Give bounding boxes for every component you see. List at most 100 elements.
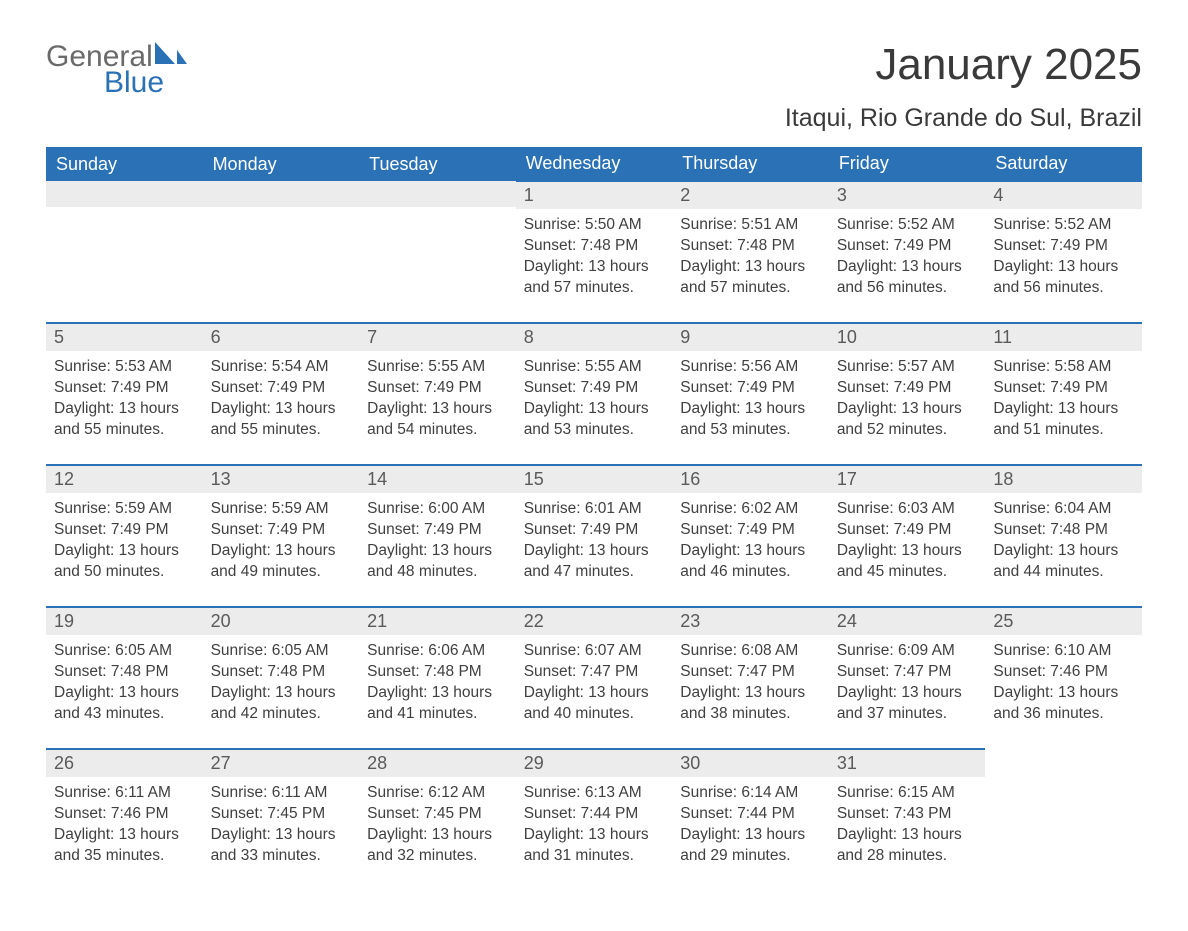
daylight-line: Daylight: 13 hours and 46 minutes. — [680, 541, 821, 583]
day-details: Sunrise: 6:15 AMSunset: 7:43 PMDaylight:… — [829, 777, 986, 871]
day-details: Sunrise: 5:54 AMSunset: 7:49 PMDaylight:… — [203, 351, 360, 445]
sunrise-line: Sunrise: 6:05 AM — [54, 641, 195, 662]
day-details: Sunrise: 5:51 AMSunset: 7:48 PMDaylight:… — [672, 209, 829, 303]
day-details: Sunrise: 6:11 AMSunset: 7:45 PMDaylight:… — [203, 777, 360, 871]
sunset-line: Sunset: 7:47 PM — [837, 662, 978, 683]
day-details: Sunrise: 5:58 AMSunset: 7:49 PMDaylight:… — [985, 351, 1142, 445]
sunrise-line: Sunrise: 5:50 AM — [524, 215, 665, 236]
day-number: 31 — [829, 750, 986, 777]
day-cell: 25Sunrise: 6:10 AMSunset: 7:46 PMDayligh… — [985, 607, 1142, 749]
sunset-line: Sunset: 7:43 PM — [837, 804, 978, 825]
sunrise-line: Sunrise: 5:54 AM — [211, 357, 352, 378]
weekday-header: Saturday — [985, 147, 1142, 181]
daylight-line: Daylight: 13 hours and 32 minutes. — [367, 825, 508, 867]
sunset-line: Sunset: 7:49 PM — [211, 378, 352, 399]
sunrise-line: Sunrise: 6:02 AM — [680, 499, 821, 520]
day-cell: 7Sunrise: 5:55 AMSunset: 7:49 PMDaylight… — [359, 323, 516, 465]
sunset-line: Sunset: 7:49 PM — [993, 236, 1134, 257]
day-cell: 10Sunrise: 5:57 AMSunset: 7:49 PMDayligh… — [829, 323, 986, 465]
daylight-line: Daylight: 13 hours and 36 minutes. — [993, 683, 1134, 725]
day-cell: 15Sunrise: 6:01 AMSunset: 7:49 PMDayligh… — [516, 465, 673, 607]
day-cell: 16Sunrise: 6:02 AMSunset: 7:49 PMDayligh… — [672, 465, 829, 607]
sunset-line: Sunset: 7:48 PM — [524, 236, 665, 257]
day-details: Sunrise: 6:05 AMSunset: 7:48 PMDaylight:… — [46, 635, 203, 729]
sunset-line: Sunset: 7:49 PM — [54, 520, 195, 541]
daylight-line: Daylight: 13 hours and 53 minutes. — [680, 399, 821, 441]
weekday-header-row: SundayMondayTuesdayWednesdayThursdayFrid… — [46, 147, 1142, 181]
logo-text-blue: Blue — [104, 68, 245, 98]
header-row: General Blue January 2025 Itaqui, Rio Gr… — [46, 40, 1142, 133]
day-number: 10 — [829, 324, 986, 351]
day-number: 22 — [516, 608, 673, 635]
day-details: Sunrise: 6:03 AMSunset: 7:49 PMDaylight:… — [829, 493, 986, 587]
day-details: Sunrise: 6:13 AMSunset: 7:44 PMDaylight:… — [516, 777, 673, 871]
sunrise-line: Sunrise: 6:15 AM — [837, 783, 978, 804]
daylight-line: Daylight: 13 hours and 55 minutes. — [211, 399, 352, 441]
day-cell: 8Sunrise: 5:55 AMSunset: 7:49 PMDaylight… — [516, 323, 673, 465]
sunset-line: Sunset: 7:45 PM — [211, 804, 352, 825]
day-number: 15 — [516, 466, 673, 493]
sunset-line: Sunset: 7:49 PM — [367, 520, 508, 541]
day-details: Sunrise: 6:05 AMSunset: 7:48 PMDaylight:… — [203, 635, 360, 729]
day-number: 13 — [203, 466, 360, 493]
sunrise-line: Sunrise: 6:01 AM — [524, 499, 665, 520]
sunset-line: Sunset: 7:49 PM — [54, 378, 195, 399]
calendar-body: 1Sunrise: 5:50 AMSunset: 7:48 PMDaylight… — [46, 181, 1142, 891]
day-cell: 2Sunrise: 5:51 AMSunset: 7:48 PMDaylight… — [672, 181, 829, 323]
day-cell: 29Sunrise: 6:13 AMSunset: 7:44 PMDayligh… — [516, 749, 673, 891]
weekday-header: Sunday — [46, 147, 203, 181]
sunrise-line: Sunrise: 6:11 AM — [211, 783, 352, 804]
sunrise-line: Sunrise: 6:11 AM — [54, 783, 195, 804]
sunset-line: Sunset: 7:49 PM — [837, 520, 978, 541]
weekday-header: Tuesday — [359, 147, 516, 181]
day-cell: 13Sunrise: 5:59 AMSunset: 7:49 PMDayligh… — [203, 465, 360, 607]
day-number: 30 — [672, 750, 829, 777]
sunset-line: Sunset: 7:44 PM — [680, 804, 821, 825]
day-cell: 20Sunrise: 6:05 AMSunset: 7:48 PMDayligh… — [203, 607, 360, 749]
sunset-line: Sunset: 7:47 PM — [680, 662, 821, 683]
day-number: 5 — [46, 324, 203, 351]
day-cell: 4Sunrise: 5:52 AMSunset: 7:49 PMDaylight… — [985, 181, 1142, 323]
day-cell: 6Sunrise: 5:54 AMSunset: 7:49 PMDaylight… — [203, 323, 360, 465]
daylight-line: Daylight: 13 hours and 43 minutes. — [54, 683, 195, 725]
calendar-row: 12Sunrise: 5:59 AMSunset: 7:49 PMDayligh… — [46, 465, 1142, 607]
day-cell: 18Sunrise: 6:04 AMSunset: 7:48 PMDayligh… — [985, 465, 1142, 607]
daylight-line: Daylight: 13 hours and 42 minutes. — [211, 683, 352, 725]
sunset-line: Sunset: 7:46 PM — [993, 662, 1134, 683]
daylight-line: Daylight: 13 hours and 33 minutes. — [211, 825, 352, 867]
empty-leading-cell — [203, 181, 360, 323]
sunrise-line: Sunrise: 5:59 AM — [54, 499, 195, 520]
sunset-line: Sunset: 7:48 PM — [54, 662, 195, 683]
day-number: 9 — [672, 324, 829, 351]
sunset-line: Sunset: 7:44 PM — [524, 804, 665, 825]
day-number: 7 — [359, 324, 516, 351]
empty-daynum-bar — [359, 181, 516, 207]
day-cell: 28Sunrise: 6:12 AMSunset: 7:45 PMDayligh… — [359, 749, 516, 891]
day-number: 4 — [985, 182, 1142, 209]
sunrise-line: Sunrise: 5:56 AM — [680, 357, 821, 378]
weekday-header: Wednesday — [516, 147, 673, 181]
sunrise-line: Sunrise: 6:06 AM — [367, 641, 508, 662]
day-cell: 17Sunrise: 6:03 AMSunset: 7:49 PMDayligh… — [829, 465, 986, 607]
day-cell: 26Sunrise: 6:11 AMSunset: 7:46 PMDayligh… — [46, 749, 203, 891]
day-details: Sunrise: 6:14 AMSunset: 7:44 PMDaylight:… — [672, 777, 829, 871]
day-details: Sunrise: 6:10 AMSunset: 7:46 PMDaylight:… — [985, 635, 1142, 729]
day-cell: 1Sunrise: 5:50 AMSunset: 7:48 PMDaylight… — [516, 181, 673, 323]
day-details: Sunrise: 5:55 AMSunset: 7:49 PMDaylight:… — [359, 351, 516, 445]
sunrise-line: Sunrise: 6:12 AM — [367, 783, 508, 804]
day-details: Sunrise: 6:12 AMSunset: 7:45 PMDaylight:… — [359, 777, 516, 871]
sunset-line: Sunset: 7:48 PM — [211, 662, 352, 683]
day-number: 11 — [985, 324, 1142, 351]
day-cell: 3Sunrise: 5:52 AMSunset: 7:49 PMDaylight… — [829, 181, 986, 323]
day-number: 16 — [672, 466, 829, 493]
sunset-line: Sunset: 7:49 PM — [837, 236, 978, 257]
sunset-line: Sunset: 7:49 PM — [993, 378, 1134, 399]
daylight-line: Daylight: 13 hours and 37 minutes. — [837, 683, 978, 725]
day-cell: 14Sunrise: 6:00 AMSunset: 7:49 PMDayligh… — [359, 465, 516, 607]
day-number: 26 — [46, 750, 203, 777]
day-cell: 30Sunrise: 6:14 AMSunset: 7:44 PMDayligh… — [672, 749, 829, 891]
day-cell: 22Sunrise: 6:07 AMSunset: 7:47 PMDayligh… — [516, 607, 673, 749]
day-details: Sunrise: 6:09 AMSunset: 7:47 PMDaylight:… — [829, 635, 986, 729]
sunset-line: Sunset: 7:49 PM — [680, 378, 821, 399]
day-cell: 27Sunrise: 6:11 AMSunset: 7:45 PMDayligh… — [203, 749, 360, 891]
